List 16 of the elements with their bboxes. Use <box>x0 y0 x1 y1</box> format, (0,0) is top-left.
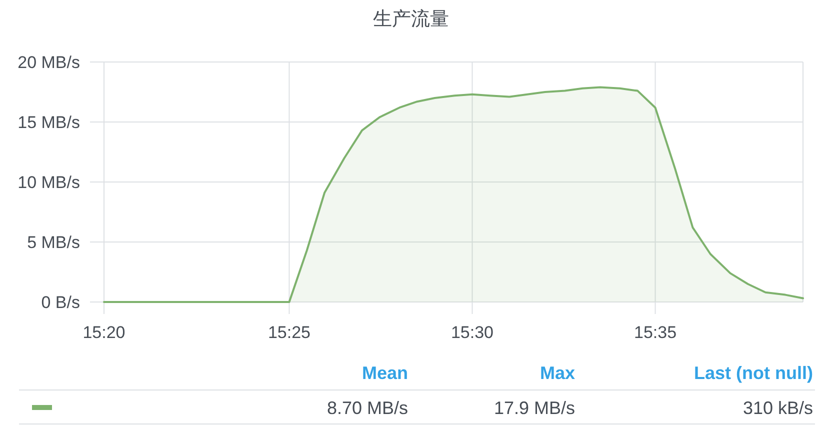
x-tick-label: 15:35 <box>634 323 677 342</box>
y-tick-label: 0 B/s <box>41 292 80 312</box>
x-tick-label: 15:30 <box>450 323 494 342</box>
chart-title: 生产流量 <box>373 8 449 30</box>
text: Mean <box>362 363 408 383</box>
y-tick-label: 5 MB/s <box>27 232 80 252</box>
text: Last (not null) <box>694 363 813 383</box>
y-tick-label: 15 MB/s <box>18 112 80 132</box>
text: Max <box>540 363 575 383</box>
y-tick-label: 20 MB/s <box>18 52 80 72</box>
text: 310 kB/s <box>742 398 813 418</box>
x-tick-label: 15:20 <box>82 323 126 342</box>
x-tick-label: 15:25 <box>268 323 310 342</box>
y-tick-label: 10 MB/s <box>18 172 80 192</box>
text: 17.9 MB/s <box>494 398 575 418</box>
text: 8.70 MB/s <box>326 398 408 418</box>
